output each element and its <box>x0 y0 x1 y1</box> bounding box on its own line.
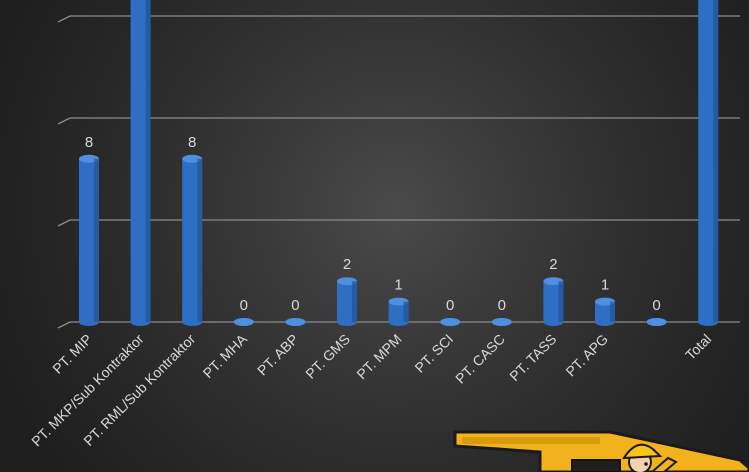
x-tick-label: Total <box>682 331 714 363</box>
x-tick-label: PT. ABP <box>254 331 302 379</box>
bar-shade <box>713 0 719 322</box>
data-label: 0 <box>446 297 454 314</box>
worker-on-dump-truck-illustration <box>453 430 749 472</box>
data-label: 1 <box>601 277 609 294</box>
x-tick-label: PT. MIP <box>49 331 95 377</box>
gridline-depth <box>57 15 71 23</box>
gridline-depth <box>57 321 71 329</box>
bar <box>233 318 254 326</box>
bar <box>79 154 99 326</box>
data-label: 0 <box>240 297 248 314</box>
bar <box>595 297 615 326</box>
bar <box>491 318 512 326</box>
bar-cap <box>491 318 512 326</box>
data-label: 8 <box>85 134 93 151</box>
gridline-depth <box>57 117 71 125</box>
bar <box>285 318 306 326</box>
x-tick-label: PT. CASC <box>452 331 508 387</box>
bar-shade <box>352 281 357 322</box>
data-label: 2 <box>549 256 557 273</box>
data-label: 8 <box>188 134 196 151</box>
bar-shade <box>558 281 564 322</box>
bar <box>646 318 667 326</box>
x-tick-label: PT. MHA <box>200 330 251 381</box>
gridline-depth <box>57 219 71 227</box>
x-tick-label: PT. APG <box>562 331 611 380</box>
data-label: 0 <box>498 297 506 314</box>
bar <box>337 277 357 326</box>
bar-shade <box>403 301 409 322</box>
x-tick-label: PT. GMS <box>302 331 353 382</box>
bar-shade <box>145 0 151 322</box>
bar <box>388 297 409 326</box>
bar-shade <box>197 158 203 322</box>
bar-cap <box>646 318 667 326</box>
data-label: 0 <box>652 297 660 314</box>
bar-shade <box>94 158 99 322</box>
bar-shade <box>610 301 615 322</box>
x-tick-label: PT. MPM <box>353 331 404 382</box>
x-tick-label: PT. TASS <box>506 331 559 384</box>
bar <box>130 0 151 326</box>
data-label: 0 <box>291 297 299 314</box>
data-label: 2 <box>343 256 351 273</box>
bar <box>698 0 719 326</box>
bar <box>182 154 203 326</box>
bar-cap <box>233 318 254 326</box>
bar-cap <box>440 318 461 326</box>
data-label: 1 <box>394 277 402 294</box>
bar <box>440 318 461 326</box>
data-labels: 8208002100210 <box>85 134 661 314</box>
bars <box>79 0 719 326</box>
x-tick-label: PT. SCI <box>411 331 456 376</box>
bar <box>543 277 564 326</box>
bar-cap <box>285 318 306 326</box>
